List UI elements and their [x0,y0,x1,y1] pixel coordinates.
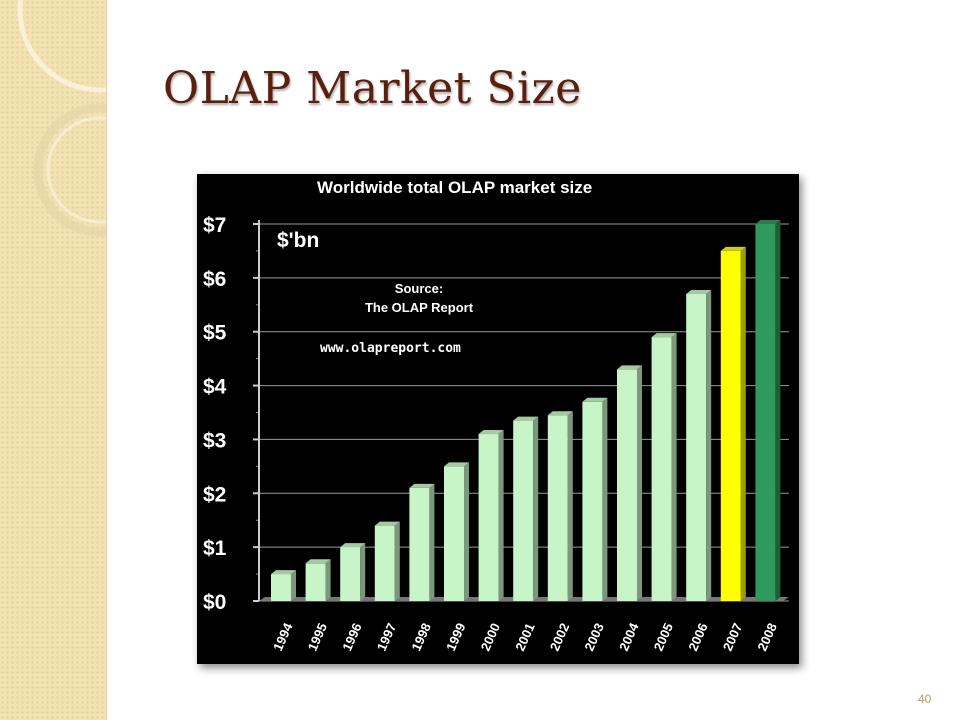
bar-top [271,570,296,575]
bar-2002 [547,415,568,601]
x-tick-label: 2007 [720,621,745,654]
x-tick-label: 1998 [408,621,433,654]
decorative-circles [17,0,106,237]
x-tick-label: 2000 [478,621,503,654]
bar-top [374,521,400,526]
bar-side [394,521,400,601]
bar-top [409,483,435,488]
slide-number: 40 [918,692,932,706]
bar-top [305,559,331,564]
bar-1998 [409,487,430,601]
bar-top [651,333,677,338]
bar-1997 [374,525,395,601]
chart-container: Worldwide total OLAP market size $'bn So… [197,174,799,664]
x-tick-label: 2008 [754,621,779,654]
source-name: The OLAP Report [365,300,474,315]
bar-chart: Worldwide total OLAP market size $'bn So… [203,178,789,653]
bar-top [340,543,366,548]
bar-top [478,430,504,435]
bar-side [775,220,781,601]
bar-top [513,416,539,421]
source-url: www.olapreport.com [320,341,461,356]
bar-side [740,246,746,601]
x-axis: 1994 1995 1996 1997 1998 1999 2000 2001 2002 2003… [270,620,780,653]
bar-1995 [305,563,326,601]
x-tick-label: 2002 [547,621,572,654]
bar-top [720,246,746,251]
bar-2001 [513,420,534,601]
bar-1996 [340,547,361,601]
x-tick-label: 1996 [339,621,364,654]
y-tick-label: $3 [203,429,226,452]
unit-label: $'bn [277,229,319,252]
slide-title: OLAP Market Size [163,63,582,114]
decorative-sidebar [0,0,107,720]
bar-top [547,411,573,416]
bar-2003 [582,401,603,601]
bar-1994 [271,574,291,601]
x-tick-label: 1995 [305,621,330,654]
bar-side [464,462,469,601]
x-tick-label: 2003 [581,621,606,654]
bar-top [755,220,781,224]
bar-top [617,365,642,370]
bars [271,220,781,601]
bar-side [291,570,296,601]
bar-side [498,430,504,601]
bar-2005 [651,337,672,601]
source-label: Source: [395,281,443,296]
bar-2007 [720,250,741,601]
y-tick-label: $2 [203,483,226,506]
bar-2008 [755,224,776,601]
bar-side [325,559,331,601]
bar-1999 [444,466,464,601]
bar-side [706,290,712,601]
bar-2000 [478,434,499,601]
x-tick-label: 2004 [616,620,642,653]
chart-title: Worldwide total OLAP market size [317,178,592,197]
bar-side [602,397,608,601]
bar-side [567,411,573,601]
y-tick-label: $1 [203,537,227,560]
y-tick-label: $0 [203,591,226,614]
y-tick-label: $4 [203,376,227,399]
bar-side [429,483,435,601]
x-tick-label: 2005 [651,621,676,654]
bar-top [444,462,469,467]
x-tick-label: 2006 [685,621,710,654]
y-tick-label: $5 [203,322,227,345]
y-tick-label: $7 [203,214,226,237]
bar-side [533,416,539,601]
bar-2006 [686,294,707,601]
x-tick-label: 1999 [443,621,468,654]
bar-side [637,365,642,601]
bar-top [686,290,712,295]
bar-side [360,543,366,601]
bar-side [671,333,677,601]
x-tick-label: 1994 [270,620,296,653]
x-tick-label: 2001 [512,621,537,654]
y-axis: $0 $1 $2 $3 $4 $5 $6 $7 [203,214,260,614]
y-tick-label: $6 [203,268,226,291]
bar-2004 [617,369,637,601]
bar-top [582,397,608,402]
x-tick-label: 1997 [374,621,399,654]
